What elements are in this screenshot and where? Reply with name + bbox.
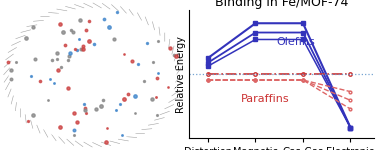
Circle shape bbox=[98, 14, 146, 53]
Title: Binding in Fe/MOF-74: Binding in Fe/MOF-74 bbox=[215, 0, 348, 9]
Y-axis label: Relative Energy: Relative Energy bbox=[176, 36, 186, 113]
Circle shape bbox=[128, 56, 176, 94]
Circle shape bbox=[39, 14, 87, 53]
Circle shape bbox=[98, 97, 146, 136]
Circle shape bbox=[39, 97, 87, 136]
Circle shape bbox=[9, 56, 57, 94]
Text: Paraffins: Paraffins bbox=[241, 94, 289, 104]
Text: Olefins: Olefins bbox=[276, 37, 315, 47]
Circle shape bbox=[68, 56, 117, 94]
